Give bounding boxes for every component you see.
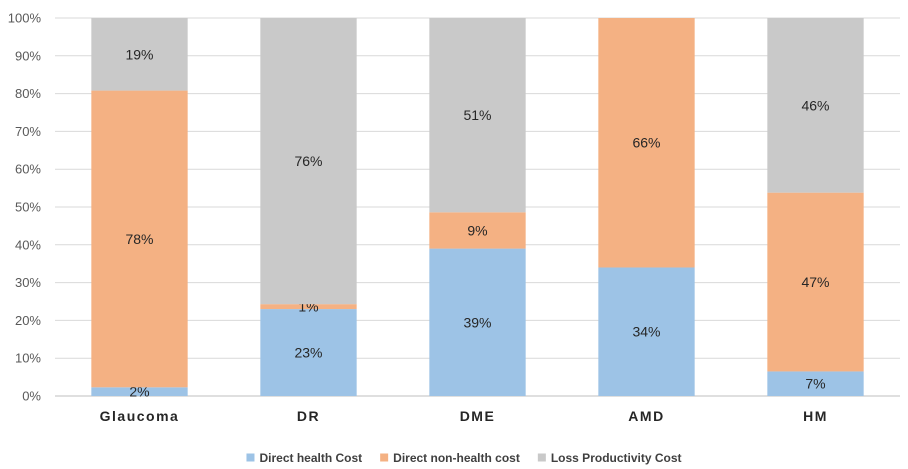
bar-segment	[91, 90, 188, 388]
data-label: 19%	[125, 46, 153, 62]
y-axis-tick-labels: 0% 10% 20% 30% 40% 50% 60% 70% 80% 90% 100%	[8, 11, 42, 404]
bar-segment	[598, 267, 695, 396]
data-label: 51%	[463, 107, 491, 123]
y-tick-label: 60%	[15, 162, 41, 177]
legend-label: Loss Productivity Cost	[551, 451, 682, 465]
y-tick-label: 10%	[15, 351, 41, 366]
data-label: 47%	[801, 274, 829, 290]
y-tick-label: 100%	[8, 11, 42, 26]
bar-segment	[260, 309, 357, 396]
legend-item: Direct health Cost	[246, 451, 362, 465]
bar-segment	[91, 387, 188, 396]
bar-segment	[429, 18, 526, 213]
data-label: 76%	[294, 153, 322, 169]
y-tick-label: 70%	[15, 124, 41, 139]
x-category-label: AMD	[628, 408, 664, 424]
y-tick-label: 30%	[15, 275, 41, 290]
data-label: 23%	[294, 345, 322, 361]
data-label: 78%	[125, 231, 153, 247]
legend: Direct health Cost Direct non-health cost…	[246, 451, 682, 465]
data-label: 66%	[632, 135, 660, 151]
bar-segment	[767, 371, 864, 396]
data-label: 9%	[467, 222, 487, 238]
legend-label: Direct non-health cost	[393, 451, 520, 465]
y-tick-label: 90%	[15, 48, 41, 63]
bar-segment	[260, 304, 357, 310]
x-category-label: HM	[803, 408, 828, 424]
y-tick-label: 0%	[22, 389, 41, 404]
y-tick-label: 80%	[15, 86, 41, 101]
y-tick-label: 50%	[15, 200, 41, 215]
bars: 2%78%19%23%1%76%39%9%51%34%66%7%47%46%	[91, 18, 864, 400]
bar-segment	[429, 212, 526, 249]
data-label: 2%	[129, 384, 149, 400]
x-category-label: Glaucoma	[100, 408, 180, 424]
legend-label: Direct health Cost	[259, 451, 362, 465]
bar-segment	[598, 18, 695, 268]
x-category-label: DME	[460, 408, 496, 424]
data-label: 39%	[463, 314, 491, 330]
bar-segment	[429, 248, 526, 396]
legend-swatch	[380, 453, 389, 462]
data-label: 7%	[805, 376, 825, 392]
x-axis-category-labels: Glaucoma DR DME AMD HM	[100, 408, 828, 424]
y-tick-label: 40%	[15, 237, 41, 252]
data-label: 34%	[632, 324, 660, 340]
y-tick-label: 20%	[15, 313, 41, 328]
bar-segment	[767, 192, 864, 372]
legend-swatch	[537, 453, 546, 462]
legend-swatch	[246, 453, 255, 462]
legend-item: Loss Productivity Cost	[537, 451, 682, 465]
data-label: 46%	[801, 97, 829, 113]
bar-segment	[260, 18, 357, 305]
legend-item: Direct non-health cost	[380, 451, 520, 465]
bar-segment	[767, 18, 864, 193]
bar-segment	[91, 18, 188, 91]
x-category-label: DR	[297, 408, 320, 424]
